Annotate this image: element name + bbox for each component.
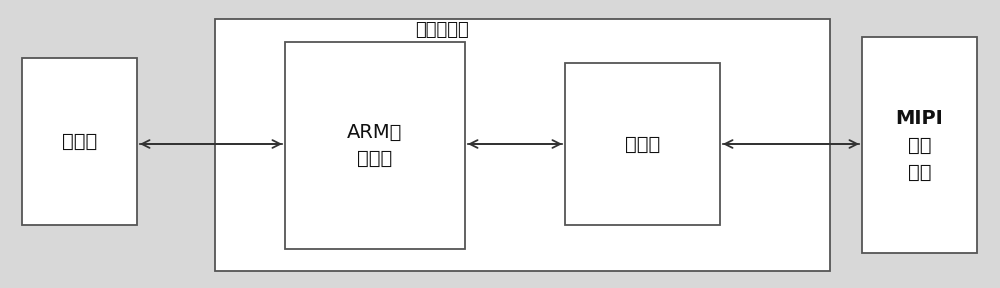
- Bar: [22, 58, 137, 225]
- Text: 单片机: 单片机: [625, 134, 660, 154]
- Bar: [285, 42, 465, 249]
- Text: MIPI
液晶
模组: MIPI 液晶 模组: [896, 109, 943, 181]
- Text: ARM核
心模块: ARM核 心模块: [347, 123, 403, 168]
- Bar: [215, 19, 830, 271]
- Text: 上位机: 上位机: [62, 132, 97, 151]
- Text: 图形发生器: 图形发生器: [416, 21, 469, 39]
- Bar: [565, 63, 720, 225]
- Bar: [862, 37, 977, 253]
